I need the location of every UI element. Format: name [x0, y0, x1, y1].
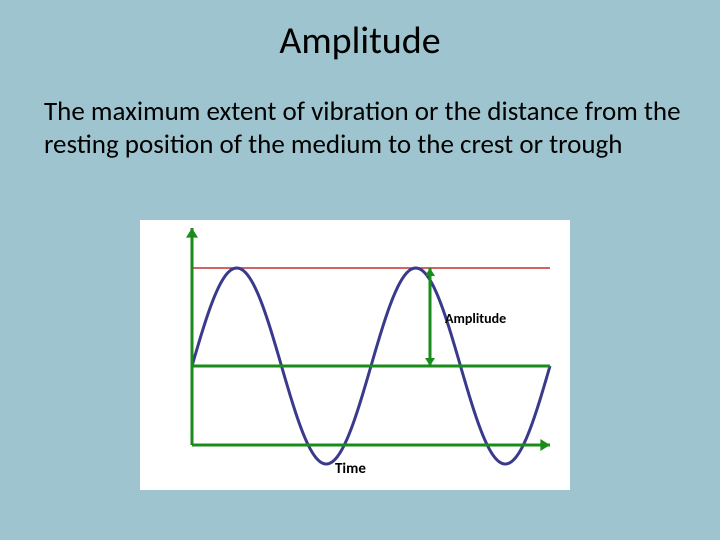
amplitude-label: Amplitude — [445, 310, 506, 327]
wave-figure: Amplitude Time — [140, 220, 570, 490]
time-axis-label: Time — [335, 460, 366, 478]
slide: Amplitude The maximum extent of vibratio… — [0, 0, 720, 540]
wave-svg — [140, 220, 570, 490]
definition-text: The maximum extent of vibration or the d… — [44, 96, 684, 162]
slide-title: Amplitude — [0, 18, 720, 64]
